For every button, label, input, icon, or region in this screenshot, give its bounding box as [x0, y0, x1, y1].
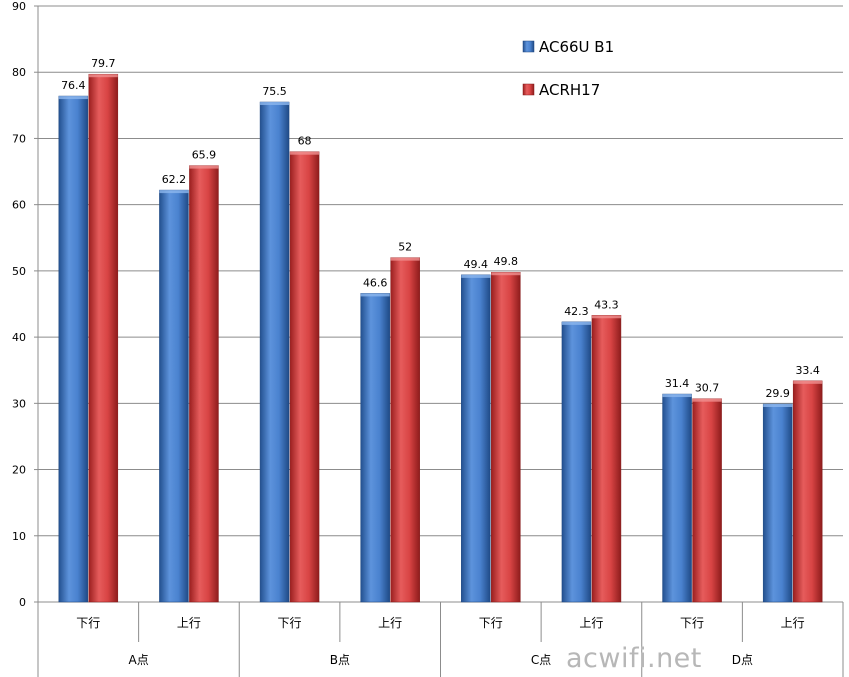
- bar-top-highlight: [290, 151, 320, 155]
- bar-ac66u-b1: [159, 189, 189, 603]
- y-tick-label: 90: [12, 0, 26, 13]
- bar-ac66u-b1: [561, 321, 592, 603]
- x-tick-label: 下行: [479, 616, 503, 630]
- legend: AC66U B1 ACRH17: [522, 38, 614, 99]
- data-label: 49.4: [464, 258, 489, 271]
- y-tick-label: 20: [12, 464, 26, 477]
- bar-acrh17: [88, 73, 119, 603]
- bar-acrh17: [792, 380, 823, 603]
- x-tick-label: 下行: [278, 616, 302, 630]
- bar-top-highlight: [662, 394, 692, 398]
- data-label: 29.9: [765, 387, 790, 400]
- group-label: A点: [129, 653, 149, 667]
- bar-top-highlight: [461, 274, 491, 278]
- data-label: 33.4: [795, 364, 820, 377]
- x-tick-label: 上行: [579, 616, 603, 630]
- bar-ac66u-b1: [662, 393, 692, 603]
- bar-top-highlight: [692, 398, 722, 402]
- data-label: 46.6: [363, 276, 388, 289]
- data-label: 76.4: [61, 79, 86, 92]
- legend-swatch: [522, 83, 535, 96]
- bar-top-highlight: [793, 380, 823, 384]
- legend-label: ACRH17: [539, 81, 600, 99]
- data-label: 79.7: [91, 57, 116, 70]
- data-label: 62.2: [162, 173, 187, 186]
- data-label: 31.4: [665, 377, 690, 390]
- group-label: D点: [732, 653, 753, 667]
- bar-top-highlight: [58, 96, 88, 100]
- x-tick-label: 上行: [177, 616, 201, 630]
- legend-swatch: [522, 40, 535, 53]
- bar-ac66u-b1: [762, 403, 793, 603]
- category-axis: 下行 上行 下行 上行 下行 上行 下行 上行 A点 B点 C点 D点: [76, 602, 805, 677]
- data-label: 52: [398, 241, 412, 254]
- x-tick-label: 下行: [680, 616, 704, 630]
- data-label: 68: [298, 135, 312, 148]
- bar-top-highlight: [360, 293, 390, 297]
- group-label: B点: [330, 653, 350, 667]
- bar-top-highlight: [260, 102, 290, 106]
- data-label: 75.5: [262, 85, 287, 98]
- data-label: 43.3: [594, 298, 619, 311]
- bar-top-highlight: [491, 272, 521, 276]
- bar-top-highlight: [189, 165, 219, 169]
- bar-ac66u-b1: [259, 101, 290, 603]
- bar-top-highlight: [390, 257, 420, 261]
- x-tick-label: 上行: [781, 616, 805, 630]
- data-labels: 76.4 79.7 62.2 65.9 75.5 68 46.6 52 49.4 49.8 42.3…: [61, 57, 820, 400]
- bar-top-highlight: [88, 74, 118, 78]
- y-tick-label: 30: [12, 397, 26, 410]
- bar-top-highlight: [763, 403, 793, 407]
- bar-ac66u-b1: [58, 95, 89, 603]
- data-label: 65.9: [192, 149, 217, 162]
- bar-ac66u-b1: [461, 274, 491, 603]
- bar-top-highlight: [159, 190, 189, 194]
- bar-ac66u-b1: [360, 293, 390, 603]
- y-tick-labels: 0 10 20 30 40 50 60 70 80 90: [12, 0, 26, 609]
- axes: [37, 6, 844, 677]
- bar-acrh17: [289, 151, 320, 603]
- data-label: 49.8: [494, 255, 519, 268]
- legend-label: AC66U B1: [539, 38, 614, 56]
- bar-acrh17: [390, 257, 420, 603]
- x-tick-label: 下行: [76, 616, 100, 630]
- bar-acrh17: [692, 398, 722, 603]
- data-label: 30.7: [695, 382, 720, 395]
- group-label: C点: [531, 653, 551, 667]
- data-label: 42.3: [564, 305, 589, 318]
- y-tick-label: 0: [19, 596, 26, 609]
- y-tick-label: 40: [12, 331, 26, 344]
- y-tick-label: 10: [12, 530, 26, 543]
- watermark-text: acwifi.net: [566, 643, 702, 674]
- y-tick-label: 50: [12, 265, 26, 278]
- bar-acrh17: [591, 315, 622, 603]
- bar-top-highlight: [561, 321, 591, 325]
- bar-top-highlight: [591, 315, 621, 319]
- x-tick-label: 上行: [378, 616, 402, 630]
- y-tick-label: 70: [12, 132, 26, 145]
- bars: [58, 73, 823, 603]
- y-tick-label: 80: [12, 66, 26, 79]
- y-tick-label: 60: [12, 199, 26, 212]
- bar-acrh17: [491, 271, 521, 603]
- bar-acrh17: [189, 165, 219, 603]
